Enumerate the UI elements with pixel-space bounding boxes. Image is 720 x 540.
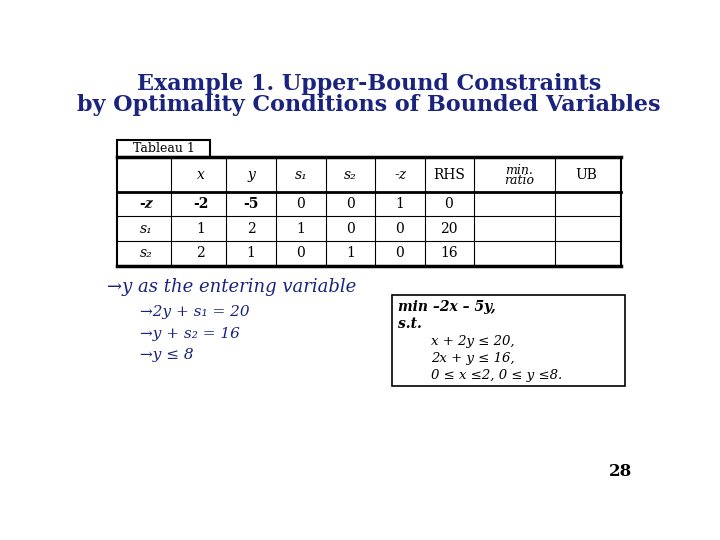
Text: Example 1. Upper-Bound Constraints: Example 1. Upper-Bound Constraints (137, 73, 601, 95)
Text: x + 2y ≤ 20,: x + 2y ≤ 20, (431, 335, 515, 348)
Text: min –2x – 5y,: min –2x – 5y, (398, 300, 496, 314)
Text: 0: 0 (395, 222, 405, 236)
Text: UB: UB (575, 167, 597, 181)
Text: RHS: RHS (433, 167, 465, 181)
Text: 20: 20 (440, 222, 458, 236)
Text: 0: 0 (395, 246, 405, 260)
Text: 1: 1 (395, 197, 405, 211)
Text: -5: -5 (243, 197, 259, 211)
Text: s₂: s₂ (344, 167, 357, 181)
Text: 2: 2 (197, 246, 205, 260)
Text: →y + s₂ = 16: →y + s₂ = 16 (140, 327, 240, 341)
Bar (392, 295, 625, 386)
Text: 0: 0 (444, 197, 453, 211)
Text: →y ≤ 8: →y ≤ 8 (140, 348, 194, 362)
Text: 0: 0 (346, 197, 355, 211)
Text: -2: -2 (193, 197, 209, 211)
Text: s.t.: s.t. (398, 318, 423, 332)
Text: Tableau 1: Tableau 1 (132, 142, 194, 155)
Text: 1: 1 (297, 222, 305, 236)
Text: -z: -z (394, 167, 406, 181)
Text: ratio: ratio (504, 174, 534, 187)
Text: min.: min. (505, 164, 534, 177)
Text: by Optimality Conditions of Bounded Variables: by Optimality Conditions of Bounded Vari… (77, 94, 661, 116)
Text: 0: 0 (297, 197, 305, 211)
Text: s₂: s₂ (140, 246, 152, 260)
Text: 28: 28 (609, 463, 632, 480)
Text: -z: -z (139, 197, 153, 211)
Text: s₁: s₁ (294, 167, 307, 181)
Text: 1: 1 (247, 246, 256, 260)
Text: →2y + s₁ = 20: →2y + s₁ = 20 (140, 305, 250, 319)
Text: 1: 1 (346, 246, 355, 260)
Text: s₁: s₁ (140, 222, 152, 236)
Text: x: x (197, 167, 204, 181)
Text: 2x + y ≤ 16,: 2x + y ≤ 16, (431, 352, 515, 365)
Text: →y as the entering variable: →y as the entering variable (107, 278, 356, 296)
Text: 1: 1 (197, 222, 205, 236)
Text: 0: 0 (346, 222, 355, 236)
Text: 0: 0 (297, 246, 305, 260)
Text: y: y (247, 167, 255, 181)
Bar (117, 140, 210, 157)
Text: 16: 16 (440, 246, 458, 260)
Text: 0 ≤ x ≤2, 0 ≤ y ≤8.: 0 ≤ x ≤2, 0 ≤ y ≤8. (431, 369, 562, 382)
Text: 2: 2 (247, 222, 256, 236)
